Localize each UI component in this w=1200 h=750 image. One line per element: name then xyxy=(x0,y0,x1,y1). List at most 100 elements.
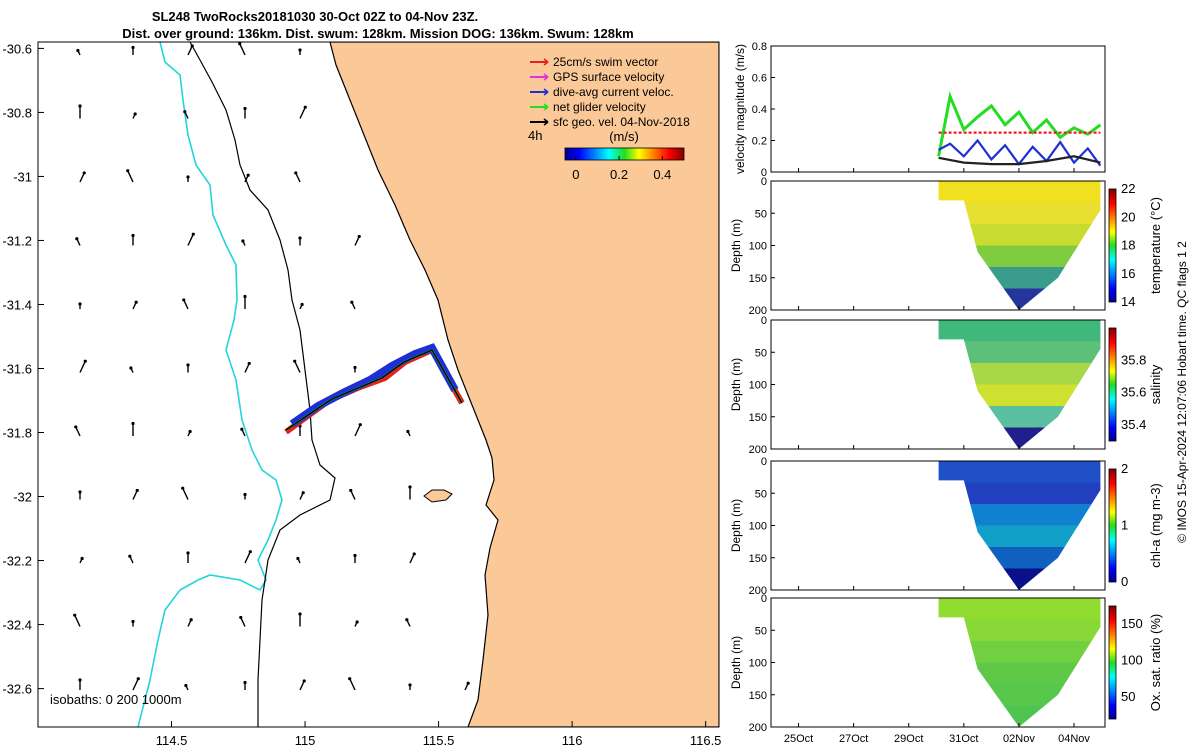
map-ytick-label: -30.8 xyxy=(2,105,32,120)
heatmap-band xyxy=(975,384,1079,407)
profile-heatmaps: 0 50 100 150 200 Depth (m) 14 16 18 20 22 temperatu… xyxy=(729,176,1163,734)
current-vector-head xyxy=(129,366,133,370)
current-vector-head xyxy=(131,421,135,426)
colorbar-tick-label: 14 xyxy=(1121,294,1135,309)
map-xtick-label: 116 xyxy=(562,733,583,748)
map-xtick-label: 116.5 xyxy=(690,733,722,748)
current-vector-arrow xyxy=(79,360,86,373)
current-vector-arrow xyxy=(79,172,85,183)
depth-ylabel: Depth (m) xyxy=(729,358,743,411)
heatmap-colorbar xyxy=(1108,327,1117,442)
glider-path xyxy=(285,349,463,431)
colorbar-label: temperature (°C) xyxy=(1148,197,1163,294)
colorbar-tick-label: 100 xyxy=(1121,653,1143,668)
velocity-ytick-label: 0.2 xyxy=(752,136,767,148)
map-y-axis: -30.6 -30.8 -31 -31.2 -31.4 -31.6 -31.8 -32 -32.… xyxy=(2,41,44,697)
colorbar-tick-label: 50 xyxy=(1121,689,1135,704)
current-vector-head xyxy=(296,556,300,561)
velocity-axes xyxy=(770,45,1106,173)
colorbar-tick-label: 22 xyxy=(1121,181,1135,196)
depth-tick-label: 100 xyxy=(749,521,767,533)
current-vector-head xyxy=(186,175,190,179)
current-vector-arrow xyxy=(299,106,306,119)
current-vector-arrow xyxy=(354,424,361,437)
heatmap-band xyxy=(970,504,1092,526)
heatmap-band xyxy=(964,619,1101,642)
current-vector-arrow xyxy=(409,553,415,564)
heatmap-panel: 0 50 100 150 200 Depth (m) 50 100 150 Ox. sat. ra… xyxy=(729,593,1163,734)
current-vector-arrow xyxy=(187,233,194,246)
heatmap-band xyxy=(1003,705,1045,727)
current-vector-head xyxy=(128,554,132,558)
current-vector-head xyxy=(83,359,87,363)
credit-text: © IMOS 15-Apr-2024 12:07:06 Hobart time.… xyxy=(1175,241,1189,543)
map-ytick-label: -30.6 xyxy=(2,41,32,56)
colorbar-label: salinity xyxy=(1148,364,1163,404)
heatmap-band xyxy=(938,181,1101,203)
current-vector-track xyxy=(289,343,459,428)
title-line-1: SL248 TwoRocks20181030 30-Oct 02Z to 04-… xyxy=(152,9,478,24)
heatmap-panel: 0 50 100 150 200 Depth (m) 0 1 2 chl-a (mg m-3) xyxy=(729,456,1163,597)
land-mass xyxy=(329,42,719,727)
isobath-200m xyxy=(189,42,336,727)
depth-tick-label: 50 xyxy=(755,347,767,359)
time-tick-label: 02Nov xyxy=(1003,733,1035,745)
map-ytick-label: -32 xyxy=(13,490,32,505)
heatmap-panel: 0 50 100 150 200 Depth (m) 35.4 35.6 35.8salinit… xyxy=(729,315,1163,456)
current-vector-head xyxy=(188,429,192,434)
map-frame xyxy=(37,41,720,728)
current-vector-head xyxy=(131,619,135,624)
current-vector-head xyxy=(76,48,80,53)
depth-tick-label: 0 xyxy=(761,593,767,605)
current-vector-head xyxy=(238,42,242,46)
current-vector-head xyxy=(78,104,82,108)
current-vector-head xyxy=(357,234,361,239)
current-vector-head xyxy=(350,300,354,304)
current-vector-head xyxy=(248,550,252,554)
heatmap-band xyxy=(938,320,1101,342)
depth-tick-label: 150 xyxy=(749,553,767,565)
current-vector-head xyxy=(298,236,302,240)
speed-colorbar-ticks: 0 0.2 0.4 xyxy=(572,156,671,182)
current-vector-head xyxy=(78,302,82,306)
current-vector-head xyxy=(190,44,194,48)
map-ytick-label: -31.6 xyxy=(2,361,32,376)
colorbar-tick-label: 20 xyxy=(1121,209,1135,224)
heatmap-colorbar xyxy=(1108,188,1117,303)
current-vector-head xyxy=(247,361,251,366)
colorbar-tick-label: 0.4 xyxy=(653,167,671,182)
current-vector-head xyxy=(78,678,82,682)
current-vector-head xyxy=(243,294,247,299)
velocity-magnitude-panel: 0 0.2 0.4 0.6 0.8 velocity magnitude (m/s) xyxy=(733,41,1106,179)
map-xtick-label: 115 xyxy=(295,733,316,748)
current-vector-head xyxy=(78,490,82,494)
heatmap-band xyxy=(964,482,1101,505)
legend-arrow-icon xyxy=(543,118,549,126)
current-vector-head xyxy=(134,300,138,304)
current-vector-head xyxy=(133,112,137,116)
colorbar-tick-label: 35.8 xyxy=(1121,352,1146,367)
title-line-2: Dist. over ground: 136km. Dist. swum: 12… xyxy=(122,26,634,41)
current-vector-head xyxy=(243,680,247,685)
colorbar-tick-label: 16 xyxy=(1121,266,1135,281)
current-vector-head xyxy=(75,237,79,241)
current-vector-head xyxy=(466,681,470,685)
current-vector-head xyxy=(184,683,188,688)
time-tick-label: 29Oct xyxy=(894,733,923,745)
colorbar-tick-label: 18 xyxy=(1121,238,1135,253)
heatmap-band xyxy=(1003,427,1045,449)
depth-tick-label: 200 xyxy=(749,305,767,317)
depth-ylabel: Depth (m) xyxy=(729,499,743,552)
heatmap-band xyxy=(975,525,1079,548)
current-vector-arrow xyxy=(295,172,301,183)
heatmap-band xyxy=(964,202,1101,225)
heatmap-band xyxy=(938,461,1101,483)
current-vector-head xyxy=(80,556,84,561)
heatmap-colorbar xyxy=(1108,468,1117,583)
heatmap-band xyxy=(970,641,1092,663)
heatmap-band xyxy=(1003,568,1045,590)
map-ytick-label: -31.4 xyxy=(2,297,32,312)
legend-entry: 25cm/s swim vector xyxy=(553,55,658,69)
